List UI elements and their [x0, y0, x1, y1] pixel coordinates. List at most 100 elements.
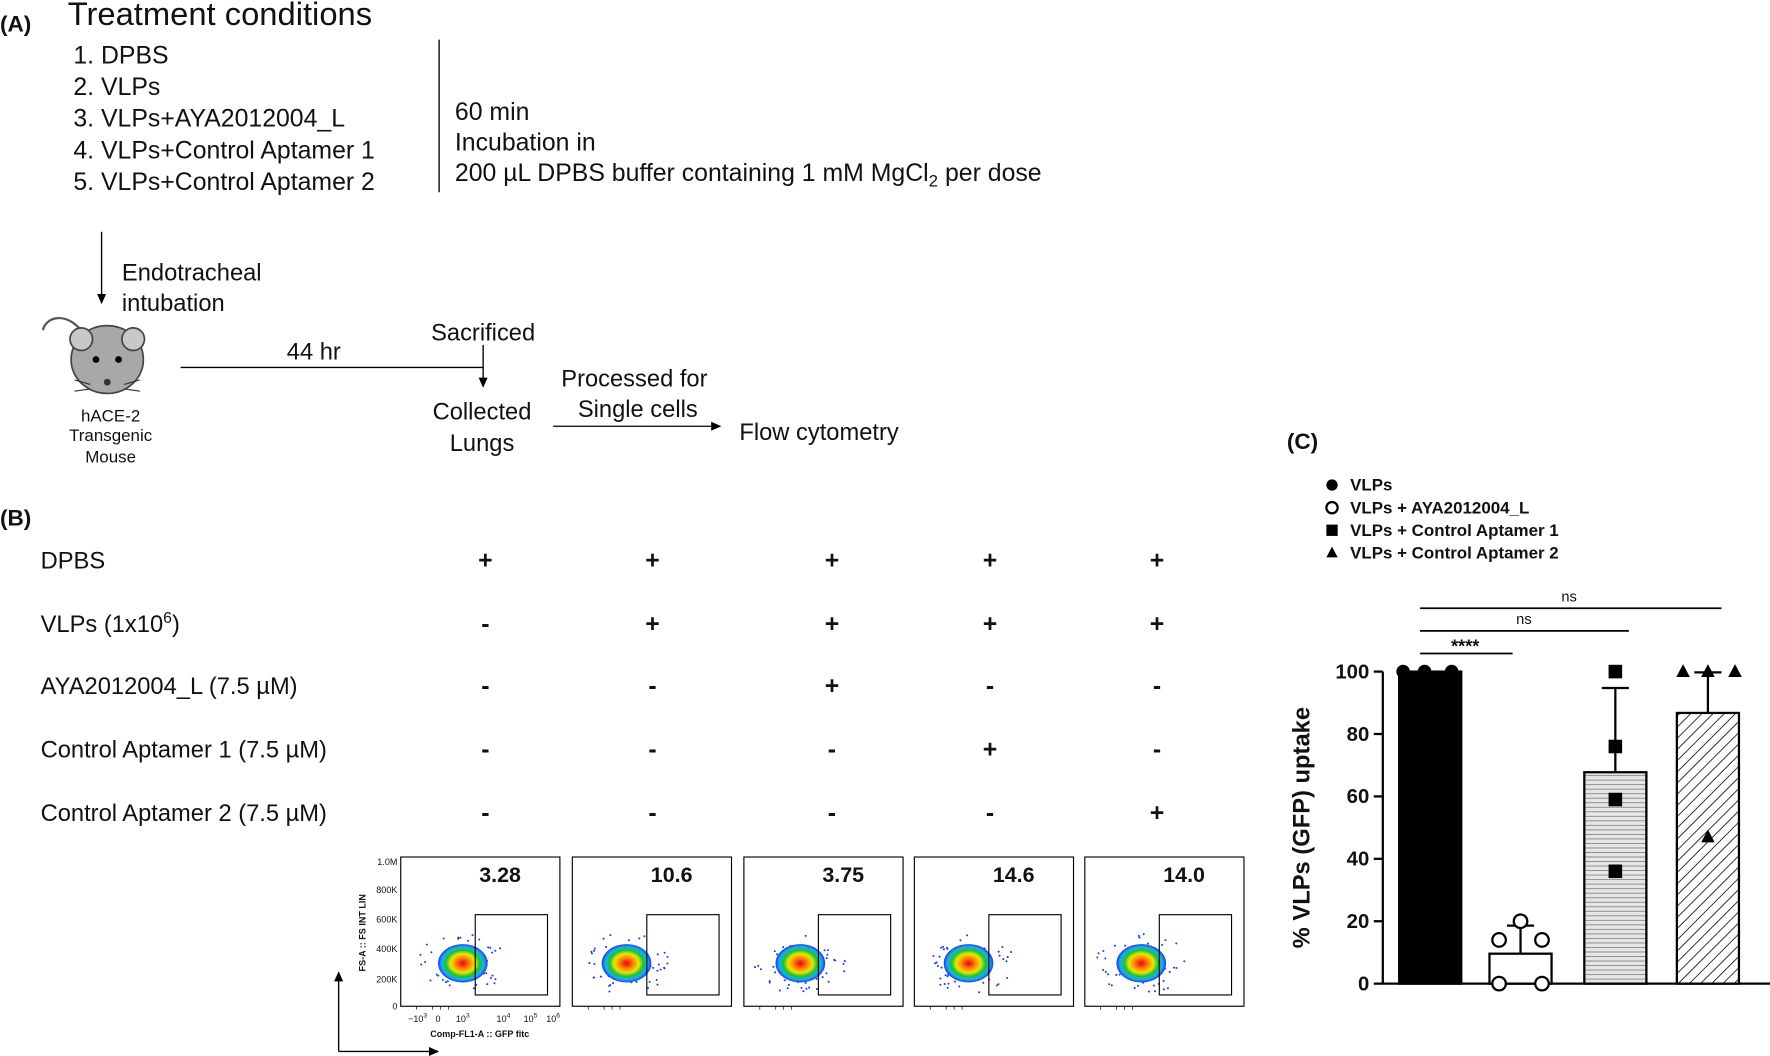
event-dot — [953, 980, 956, 983]
flow-plot: 14.0 — [1084, 856, 1245, 1010]
chart: 0 20 40 60 80 100 % VLPs (GFP) uptake VLPs VLPs … — [1289, 476, 1770, 995]
condition-table: DPBS + + + + + VLPs (1x106) - + + + + AYA2012004_L (… — [41, 548, 1165, 827]
point — [1534, 975, 1550, 992]
event-dot — [966, 934, 969, 937]
event-dot — [1148, 990, 1151, 993]
flow-x-tick: 0 — [435, 1014, 440, 1024]
event-dot — [446, 980, 449, 983]
event-dot — [1147, 942, 1150, 945]
tick-base: −10 — [408, 1014, 423, 1024]
event-dot — [826, 949, 829, 952]
mouse-label: Transgenic — [69, 426, 153, 445]
tick-sup: 3 — [423, 1013, 427, 1020]
treatment-mark: + — [983, 548, 998, 575]
tick-base: 0 — [435, 1014, 440, 1024]
event-dot — [776, 953, 779, 956]
y-tick-label: 20 — [1347, 911, 1370, 933]
event-dot — [978, 991, 981, 994]
event-dot — [1097, 952, 1100, 955]
treatment-mark: + — [1150, 800, 1165, 827]
event-dot — [1108, 983, 1111, 986]
event-dot — [774, 971, 777, 974]
row-label-text: Control Aptamer 2 (7.5 µM) — [41, 801, 327, 827]
event-dot — [638, 937, 641, 940]
panel-title: Treatment conditions — [68, 0, 372, 32]
event-dot — [827, 980, 830, 983]
gate-percent: 14.6 — [993, 863, 1035, 887]
condition: 5. VLPs+Control Aptamer 2 — [73, 169, 375, 196]
event-dot — [472, 987, 475, 990]
event-dot — [656, 969, 659, 972]
event-dot — [1168, 970, 1171, 973]
significance-label: **** — [1451, 636, 1480, 656]
flow-y-tick: 200K — [376, 975, 397, 985]
buffer-sub: 2 — [929, 172, 938, 191]
row-label: Control Aptamer 2 (7.5 µM) — [41, 801, 327, 827]
event-dot — [1113, 944, 1116, 947]
event-dot — [944, 974, 947, 977]
condition: 3. VLPs+AYA2012004_L — [73, 106, 345, 133]
event-dot — [1166, 987, 1169, 990]
event-dot — [1106, 973, 1109, 976]
event-dot — [1124, 944, 1127, 947]
row-label: AYA2012004_L (7.5 µM) — [41, 674, 298, 700]
gate — [988, 914, 1062, 996]
tick-base: 10 — [546, 1014, 556, 1024]
event-dot — [442, 937, 445, 940]
event-dot — [486, 983, 489, 986]
event-dot — [940, 966, 943, 969]
event-dot — [489, 946, 492, 949]
buffer-text: 200 µL DPBS buffer containing 1 mM MgCl — [455, 160, 929, 187]
y-axis-label: % VLPs (GFP) uptake — [1289, 707, 1315, 948]
event-dot — [833, 958, 836, 961]
event-dot — [491, 974, 494, 977]
treatment-mark: + — [1150, 611, 1165, 638]
event-dot — [656, 953, 659, 956]
event-dot — [663, 951, 666, 954]
treatment-mark: - — [648, 673, 656, 700]
treatment-mark: - — [481, 673, 489, 700]
event-dot — [663, 966, 666, 969]
incubation: 60 min Incubation in 200 µL DPBS buffer … — [455, 99, 1042, 191]
point — [1444, 664, 1459, 679]
y-tick-label: 40 — [1347, 849, 1370, 871]
event-dot — [499, 947, 502, 950]
event-dot — [444, 981, 447, 984]
condition: 1. DPBS — [73, 42, 168, 69]
buffer-rest: per dose — [938, 160, 1042, 187]
treatment-mark: - — [828, 736, 836, 763]
step: Lungs — [450, 431, 515, 457]
event-dot — [842, 962, 845, 965]
event-dot — [437, 974, 440, 977]
flow-y-label: FS-A :: FS INT LIN — [358, 894, 368, 971]
flow-plot: 14.6 — [913, 856, 1075, 1010]
event-dot — [943, 983, 946, 986]
point — [1701, 829, 1715, 843]
event-dot — [1110, 984, 1113, 987]
event-dot — [590, 950, 593, 953]
treatment-mark: + — [478, 548, 493, 575]
row-label-text: VLPs (1x10 — [41, 612, 164, 638]
event-dot — [1162, 979, 1165, 982]
event-dot — [825, 957, 828, 960]
event-dot — [656, 983, 659, 986]
row-label-sup: 6 — [163, 610, 172, 627]
gate — [646, 914, 720, 996]
condition: 2. VLPs — [73, 74, 160, 101]
tick-base: 10 — [456, 1014, 466, 1024]
event-dot — [782, 946, 785, 949]
significance-label: ns — [1516, 612, 1531, 628]
tick-base: 10 — [524, 1014, 534, 1024]
event-dot — [602, 937, 605, 940]
event-dot — [808, 986, 811, 989]
event-dot — [939, 983, 942, 986]
flow-x-label: Comp-FL1-A :: GFP fitc — [430, 1029, 529, 1039]
event-dot — [424, 960, 427, 963]
point — [1608, 739, 1623, 754]
event-dot — [635, 980, 638, 983]
event-dot — [1102, 949, 1105, 953]
event-dot — [982, 981, 985, 984]
event-dot — [459, 936, 462, 939]
event-dot — [757, 964, 760, 967]
